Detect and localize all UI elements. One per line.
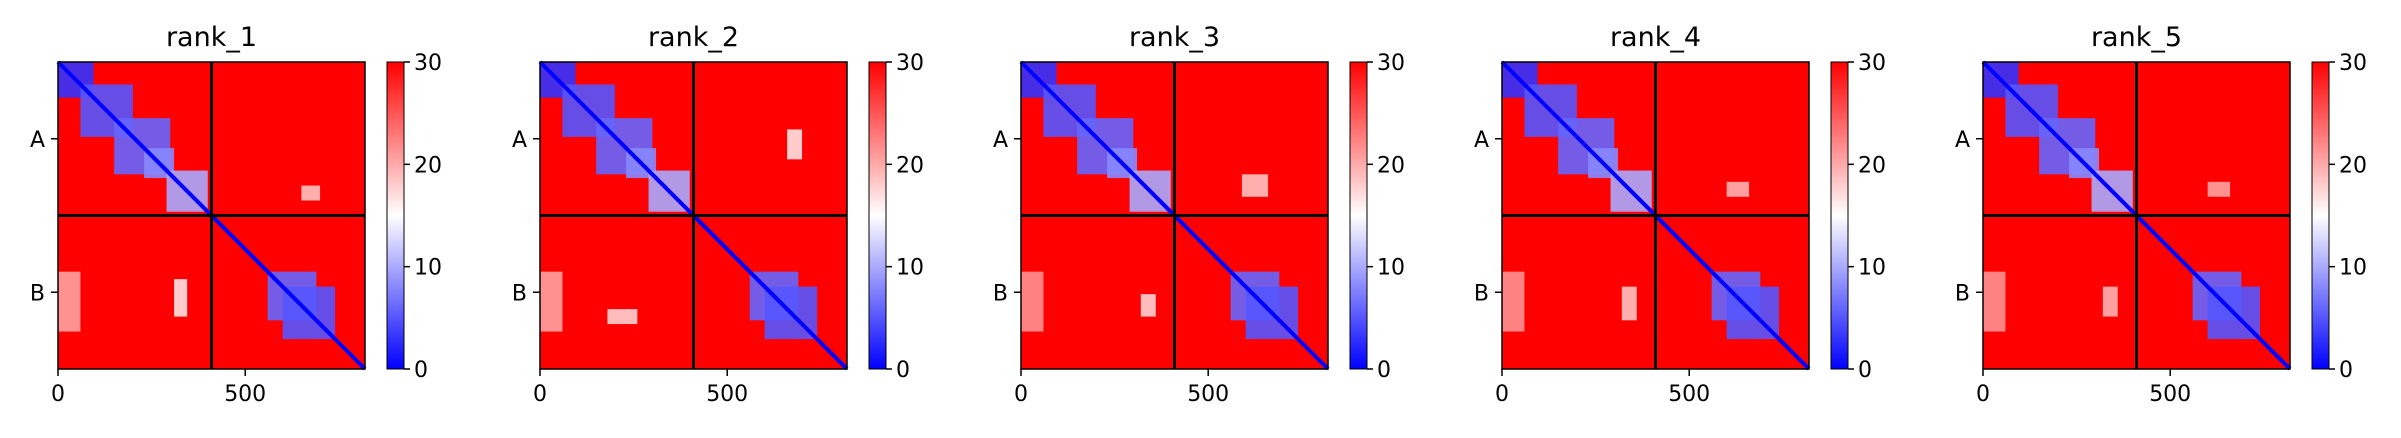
- heatmap-cell-patch: [1983, 271, 2006, 332]
- colorbar-tick-label: 20: [414, 153, 442, 178]
- heatmap-cell-patch: [2102, 286, 2118, 317]
- colorbar-tick-label: 10: [414, 256, 442, 281]
- colorbar-tick-label: 0: [896, 358, 910, 383]
- heatmap-cell-patch: [787, 129, 803, 160]
- x-tick-label: 500: [224, 382, 266, 407]
- colorbar-tick-label: 30: [414, 51, 442, 76]
- colorbar: [2311, 61, 2330, 370]
- axes-frame: [57, 61, 366, 370]
- x-tick-label: 0: [1976, 382, 1990, 407]
- colorbar-tick-label: 30: [1377, 51, 1405, 76]
- axes-frame: [1020, 61, 1329, 370]
- x-tick-label: 500: [1187, 382, 1229, 407]
- colorbar-tick-label: 20: [1858, 153, 1886, 178]
- y-tick-label: B: [512, 281, 527, 306]
- heatmap-cell-patch: [607, 309, 638, 325]
- x-tick-label: 500: [706, 382, 748, 407]
- y-tick-label: B: [1474, 281, 1489, 306]
- axes-frame: [539, 61, 848, 370]
- x-tick-label: 0: [1495, 382, 1509, 407]
- y-tick-label: B: [993, 281, 1008, 306]
- heatmap-cell-patch: [540, 271, 563, 332]
- colorbar-tick-label: 30: [1858, 51, 1886, 76]
- colorbar-tick-label: 10: [2339, 256, 2367, 281]
- heatmap-cell-patch: [174, 279, 188, 317]
- x-tick-label: 500: [1668, 382, 1710, 407]
- colorbar-tick-label: 10: [896, 256, 924, 281]
- colorbar-tick-label: 30: [2339, 51, 2367, 76]
- colorbar: [1830, 61, 1849, 370]
- heatmap-cell-patch: [1241, 174, 1269, 197]
- heatmap-cell-patch: [1502, 271, 1525, 332]
- panel-title: rank_1: [166, 22, 257, 53]
- heatmap-cell-patch: [1726, 181, 1750, 197]
- heatmap-cell-patch: [1621, 286, 1637, 321]
- colorbar-tick-label: 20: [896, 153, 924, 178]
- colorbar-tick-label: 10: [1858, 256, 1886, 281]
- heatmap-panel-4: rank_4 0 500 A B 0 10 20 30: [1474, 22, 1886, 407]
- colorbar: [868, 61, 887, 370]
- colorbar-tick-label: 0: [2339, 358, 2353, 383]
- x-tick-label: 500: [2149, 382, 2191, 407]
- x-tick-label: 0: [51, 382, 65, 407]
- panel-title: rank_5: [2091, 22, 2182, 53]
- x-tick-label: 0: [1014, 382, 1028, 407]
- panel-title: rank_3: [1129, 22, 1220, 53]
- colorbar: [1349, 61, 1368, 370]
- heatmap-cell-patch: [1140, 294, 1156, 317]
- colorbar-tick-label: 20: [2339, 153, 2367, 178]
- colorbar: [386, 61, 405, 370]
- axes-frame: [1982, 61, 2291, 370]
- colorbar-tick-label: 0: [414, 358, 428, 383]
- heatmap-panel-1: rank_1 0 500 A B 0 10 20 30: [30, 22, 442, 407]
- y-tick-label: A: [512, 128, 527, 153]
- y-tick-label: A: [30, 128, 45, 153]
- heatmap-panel-5: rank_5 0 500 A B 0 10 20 30: [1955, 22, 2367, 407]
- panel-title: rank_2: [648, 22, 739, 53]
- y-tick-label: A: [1474, 128, 1489, 153]
- colorbar-tick-label: 0: [1858, 358, 1872, 383]
- heatmap-cell-patch: [301, 185, 321, 201]
- colorbar-tick-label: 0: [1377, 358, 1391, 383]
- heatmap-cell-patch: [1021, 271, 1044, 332]
- y-tick-label: B: [1955, 281, 1970, 306]
- y-tick-label: B: [30, 281, 45, 306]
- heatmap-panel-3: rank_3 0 500 A B 0 10 20 30: [993, 22, 1405, 407]
- heatmap-cell-patch: [58, 271, 81, 332]
- colorbar-tick-label: 10: [1377, 256, 1405, 281]
- y-tick-label: A: [993, 128, 1008, 153]
- colorbar-tick-label: 30: [896, 51, 924, 76]
- y-tick-label: A: [1955, 128, 1970, 153]
- heatmap-panel-2: rank_2 0 500 A B 0 10 20 30: [512, 22, 924, 407]
- colorbar-tick-label: 20: [1377, 153, 1405, 178]
- axes-frame: [1501, 61, 1810, 370]
- x-tick-label: 0: [533, 382, 547, 407]
- heatmap-cell-patch: [2207, 181, 2231, 197]
- panel-title: rank_4: [1610, 22, 1701, 53]
